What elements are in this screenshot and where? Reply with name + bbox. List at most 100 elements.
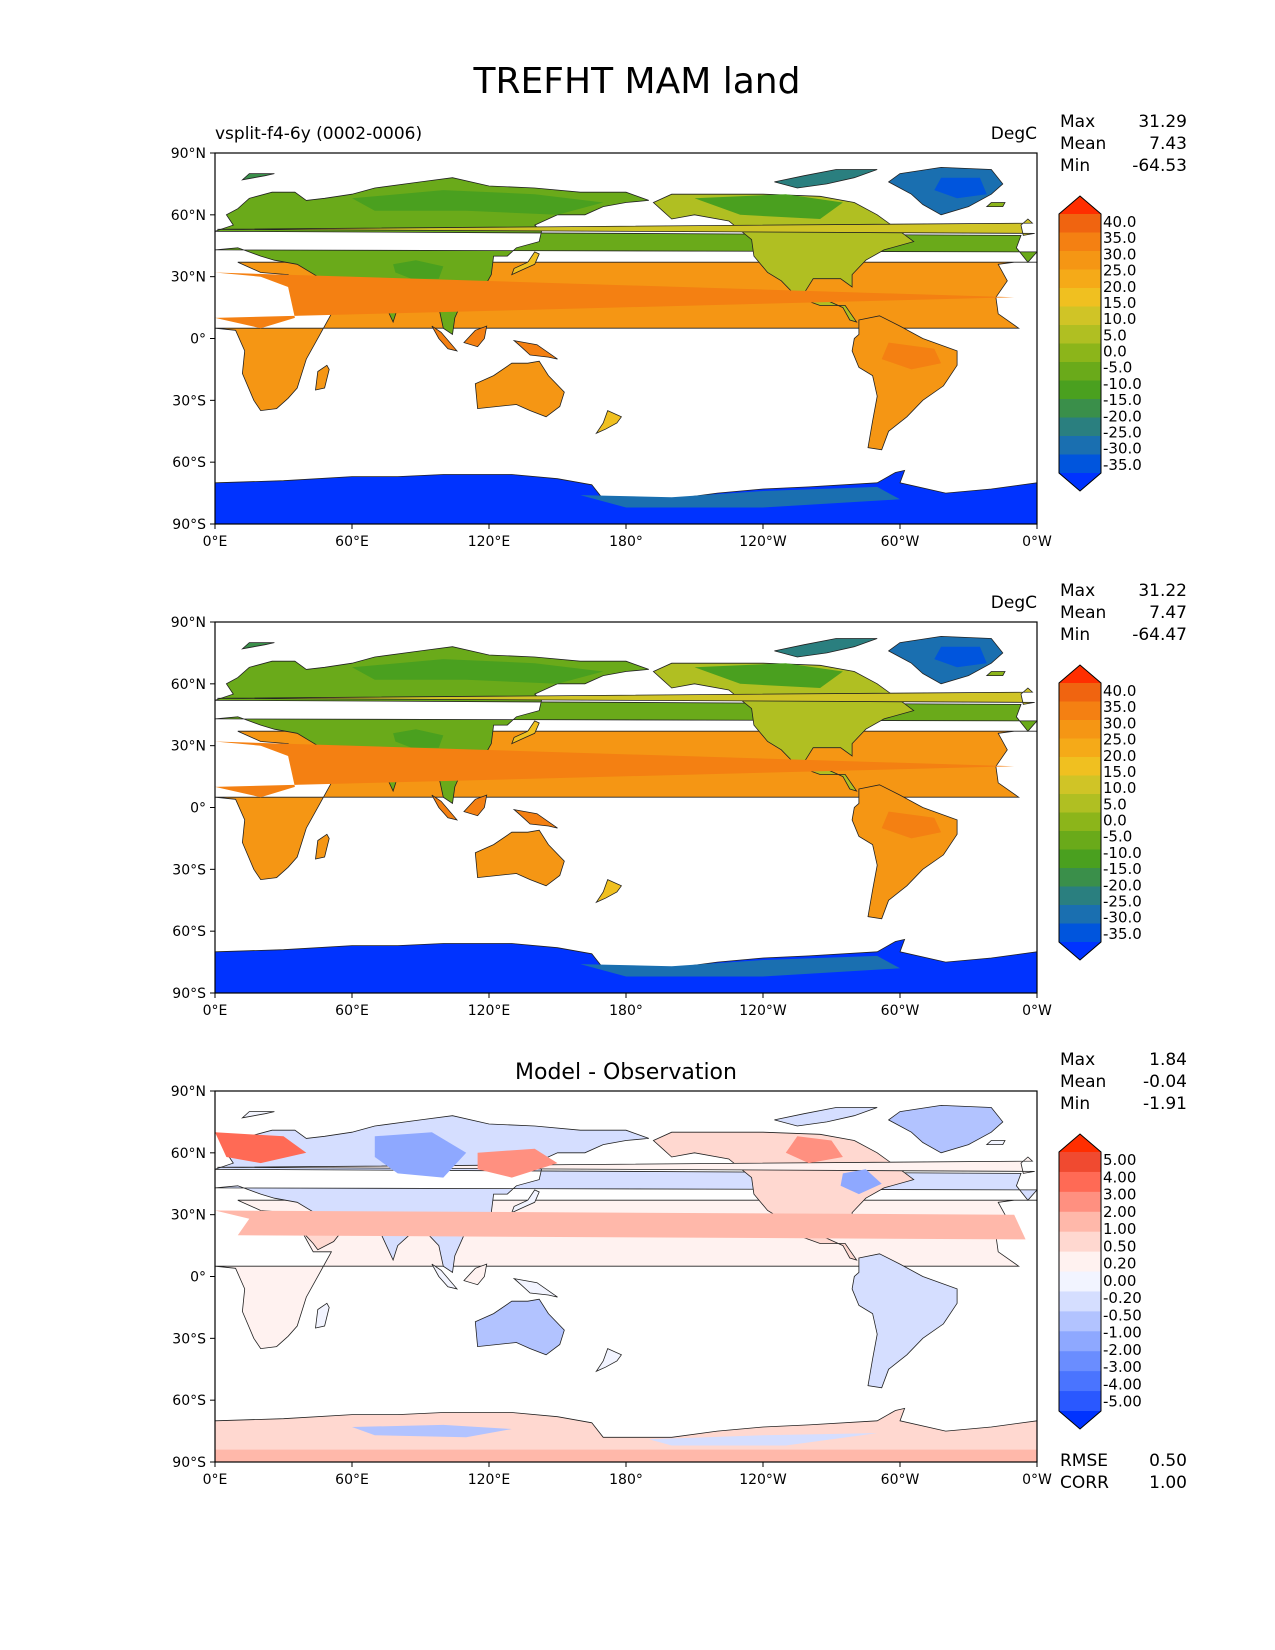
lat-tick-label: 30°N (171, 739, 206, 755)
stat-value: 7.47 (1149, 603, 1187, 623)
lat-tick-label: 90°N (171, 146, 206, 162)
map-layer (215, 153, 1037, 524)
colorbar-bin (1059, 1271, 1101, 1293)
lon-tick-label: 60°W (881, 1003, 920, 1019)
lon-tick-label: 0°W (1022, 534, 1052, 550)
colorbar-bin (1059, 1231, 1101, 1253)
panel-units: DegC (991, 593, 1037, 613)
colorbar-level-label: 10.0 (1103, 779, 1136, 797)
land-new-zealand (595, 410, 623, 435)
colorbar-level-label: 30.0 (1103, 714, 1136, 732)
colorbar-bin (1059, 362, 1101, 382)
colorbar-bin (1059, 1391, 1101, 1412)
land-borneo (463, 325, 488, 348)
colorbar-level-label: 20.0 (1103, 747, 1136, 765)
stat-label: Mean (1060, 603, 1106, 623)
canada-warm-anomaly (785, 1136, 843, 1164)
sahara-warm-zone (215, 741, 1015, 798)
colorbar-bin (1059, 701, 1101, 721)
colorbar-bin (1059, 1171, 1101, 1193)
sahara-warm-zone (215, 272, 1015, 329)
land-japan (511, 1189, 540, 1214)
colorbar: 40.035.030.025.020.015.010.05.00.0-5.0-1… (1058, 195, 1142, 492)
colorbar-bin (1059, 812, 1101, 832)
tibet-cold-zone (393, 260, 444, 279)
map-panel-2: 90°N 60°N 30°N 0° 30°S 60°S 90°S0°E 60°E 120°E 18… (171, 581, 1187, 1019)
lon-tick-label: 60°E (335, 1472, 369, 1488)
lat-tick-label: 60°S (172, 455, 206, 471)
lon-tick-label: 120°W (739, 1472, 787, 1488)
colorbar-bin (1059, 831, 1101, 851)
colorbar-bin (1059, 1311, 1101, 1332)
colorbar-level-label: 0.00 (1103, 1272, 1136, 1290)
lat-tick-label: 60°N (171, 208, 206, 224)
land-iceland (985, 1140, 1006, 1145)
land-new-guinea (512, 1277, 558, 1298)
land-sumatra (431, 794, 459, 821)
stat-value: 31.22 (1138, 581, 1187, 601)
lon-tick-label: 0°W (1022, 1472, 1052, 1488)
colorbar-level-label: -2.00 (1103, 1341, 1142, 1359)
lat-tick-label: 90°S (172, 517, 206, 533)
panels: 90°N60°N30°N0°30°S60°S90°S0°E 60°E 120°E 18… (171, 112, 1187, 1493)
colorbar-level-label: -5.00 (1103, 1393, 1142, 1411)
land-madagascar (315, 1302, 330, 1329)
map-layer (215, 1091, 1037, 1462)
colorbar-outline (1058, 1133, 1102, 1430)
lon-tick-label: 60°W (881, 534, 920, 550)
colorbar-level-label: -30.0 (1103, 909, 1142, 927)
map-layer (215, 622, 1037, 993)
colorbar-level-label: -15.0 (1103, 391, 1142, 409)
colorbar-bin (1059, 868, 1101, 888)
colorbar-min-extend (1059, 942, 1101, 960)
colorbar-bin (1059, 1331, 1101, 1352)
siberia-cold-zone (352, 190, 604, 215)
colorbar-level-label: -0.20 (1103, 1289, 1142, 1307)
colorbar-bin (1059, 399, 1101, 419)
land-arctic-islands (774, 638, 878, 658)
colorbar-level-label: -0.50 (1103, 1306, 1142, 1324)
colorbar-level-label: -35.0 (1103, 925, 1142, 943)
lat-tick-label: 90°N (171, 615, 206, 631)
footer-stat-value: 1.00 (1149, 1473, 1187, 1493)
colorbar-level-label: 35.0 (1103, 229, 1136, 247)
colorbar-outline (1058, 664, 1102, 961)
colorbar-bin (1059, 1191, 1101, 1213)
stat-label: Min (1060, 156, 1090, 176)
colorbar-level-label: 0.0 (1103, 812, 1127, 830)
land-antarctica (215, 469, 1037, 524)
colorbar-level-label: -5.0 (1103, 828, 1132, 846)
land-borneo (463, 794, 488, 817)
stat-label: Mean (1060, 134, 1106, 154)
lat-tick-label: 60°N (171, 1146, 206, 1162)
land-madagascar (315, 833, 330, 860)
lat-tick-label: 90°N (171, 1084, 206, 1100)
colorbar-level-label: 0.50 (1103, 1237, 1136, 1255)
greenland-ice-zone (934, 646, 987, 668)
lat-tick-label: 30°S (172, 862, 206, 878)
land-svalbard (241, 173, 275, 181)
lat-tick-label: 60°S (172, 1393, 206, 1409)
tibet-cold-zone (393, 729, 444, 748)
figure-title: TREFHT MAM land (473, 61, 801, 102)
colorbar-level-label: -25.0 (1103, 423, 1142, 441)
footer-stat-value: 0.50 (1149, 1451, 1187, 1471)
colorbar-max-extend (1059, 196, 1101, 214)
lat-tick-label: 30°N (171, 1208, 206, 1224)
panel-units: DegC (991, 124, 1037, 144)
colorbar-level-label: 20.0 (1103, 278, 1136, 296)
colorbar-level-label: -25.0 (1103, 892, 1142, 910)
amazon-warm-zone (881, 342, 942, 370)
lon-tick-label: 120°E (468, 1003, 511, 1019)
land-borneo (463, 1263, 488, 1286)
colorbar-level-label: -35.0 (1103, 456, 1142, 474)
lon-tick-label: 120°W (739, 534, 787, 550)
lat-tick-label: 90°S (172, 986, 206, 1002)
footer-stat-label: RMSE (1060, 1451, 1108, 1471)
land-sumatra (431, 325, 459, 352)
lon-tick-label: 0°W (1022, 1003, 1052, 1019)
colorbar-level-label: -4.00 (1103, 1375, 1142, 1393)
land-japan (511, 251, 540, 276)
colorbar-level-label: -1.00 (1103, 1324, 1142, 1342)
east-asia-warm-anomaly (477, 1148, 558, 1178)
